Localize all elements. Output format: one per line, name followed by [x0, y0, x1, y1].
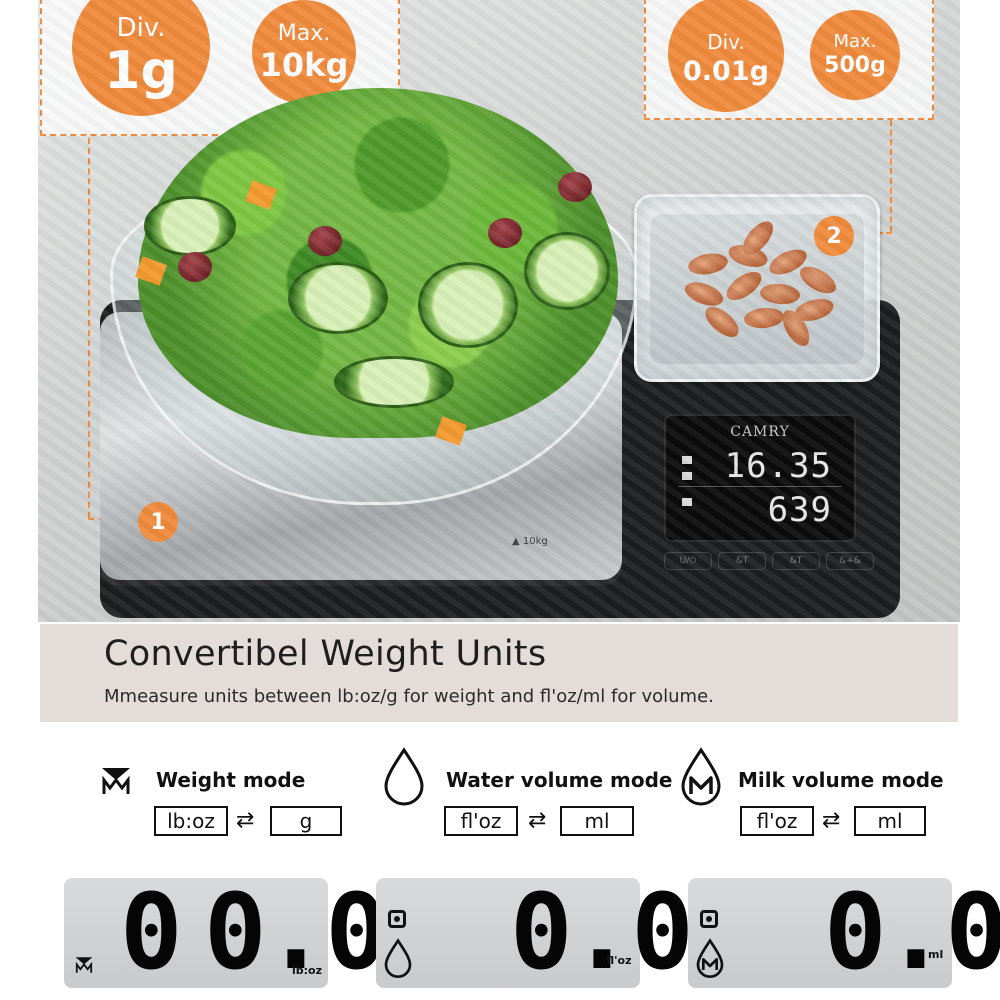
- div-badge-small: Div. 0.01g: [668, 0, 784, 112]
- scale-button-row: U/⏻ &T &T &+&: [664, 552, 874, 570]
- milk-drop-icon: [696, 938, 724, 978]
- lcd-reading-oz: 0.0: [204, 871, 388, 993]
- max-badge-small: Max. 500g: [810, 10, 900, 100]
- cucumber-slice: [334, 356, 454, 408]
- max-label: Max.: [833, 31, 877, 52]
- cranberry: [308, 226, 342, 256]
- lcd-reading: 0.0: [510, 871, 694, 993]
- cucumber-slice: [524, 232, 610, 310]
- display-divider: [678, 486, 842, 487]
- water-drop-icon: [384, 747, 424, 806]
- swap-arrow-icon: ⇄: [528, 808, 547, 833]
- cucumber-slice: [144, 196, 236, 256]
- section-subtitle: Mmeasure units between lb:oz/g for weigh…: [104, 686, 714, 707]
- cucumber-slice: [288, 262, 388, 334]
- scale-display: CAMRY 16.35 639: [664, 414, 856, 542]
- lcd-unit: ml: [928, 948, 944, 961]
- max-value: 500g: [824, 53, 886, 78]
- div-label: Div.: [116, 13, 166, 43]
- platform-number-1: 1: [138, 502, 178, 542]
- platform-capacity-label: ▲ 10kg: [512, 536, 548, 547]
- div-label: Div.: [707, 29, 745, 54]
- div-value: 0.01g: [683, 55, 769, 87]
- leader-line: [890, 120, 892, 232]
- lcd-reading: 0.0: [824, 871, 1000, 993]
- cranberry: [178, 252, 212, 282]
- power-unit-button[interactable]: U/⏻: [664, 552, 712, 570]
- mode-title: Milk volume mode: [738, 768, 944, 792]
- unit-ml: ml: [854, 806, 926, 836]
- unit-g: g: [270, 806, 342, 836]
- header-band: Convertibel Weight Units Mmeasure units …: [40, 624, 958, 722]
- lcd-panel-weight: 0 0.0 lb:oz: [64, 871, 388, 993]
- mode-indicator-icon: [700, 910, 718, 928]
- weight-icon: [102, 768, 130, 794]
- unit-floz: fl'oz: [444, 806, 518, 836]
- platform-number-2: 2: [814, 216, 854, 256]
- lcd-panel-milk: 0.0 ml: [688, 878, 1000, 988]
- cucumber-slice: [418, 262, 518, 348]
- weight-icon: [682, 498, 692, 506]
- swap-arrow-icon: ⇄: [236, 808, 255, 833]
- water-drop-icon: [384, 938, 412, 978]
- tray-icon: [682, 456, 692, 464]
- tare-button-1[interactable]: &T: [718, 552, 766, 570]
- lcd-reading-lb: 0: [120, 871, 183, 993]
- max-value: 10kg: [259, 46, 349, 84]
- max-label: Max.: [277, 21, 331, 46]
- unit-floz: fl'oz: [740, 806, 814, 836]
- milk-drop-icon: [681, 747, 721, 806]
- brand-logo: CAMRY: [730, 424, 790, 440]
- lcd-unit: fl'oz: [606, 954, 632, 967]
- leader-line: [88, 138, 90, 518]
- weight-icon: [682, 472, 692, 480]
- section-title: Convertibel Weight Units: [104, 634, 547, 674]
- cranberry: [488, 218, 522, 248]
- lcd-unit: lb:oz: [292, 964, 323, 977]
- max-badge-large: Max. 10kg: [252, 0, 356, 104]
- mode-title: Water volume mode: [446, 768, 673, 792]
- swap-arrow-icon: ⇄: [822, 808, 841, 833]
- unit-ml: ml: [560, 806, 634, 836]
- display-reading-small: 16.35: [724, 446, 832, 486]
- div-badge-large: Div. 1g: [72, 0, 210, 116]
- mode-title: Weight mode: [156, 768, 306, 792]
- display-reading-large: 639: [767, 490, 832, 530]
- combine-button[interactable]: &+&: [826, 552, 874, 570]
- weight-icon: [75, 957, 93, 973]
- unit-lboz: lb:oz: [154, 806, 228, 836]
- tare-button-2[interactable]: &T: [772, 552, 820, 570]
- lcd-panel-water: 0.0 fl'oz: [376, 878, 694, 988]
- cranberry: [558, 172, 592, 202]
- product-photo: Div. 1g Max. 10kg Div. 0.01g Max. 500g ▲…: [38, 0, 960, 622]
- div-value: 1g: [104, 41, 178, 101]
- mode-indicator-icon: [388, 910, 406, 928]
